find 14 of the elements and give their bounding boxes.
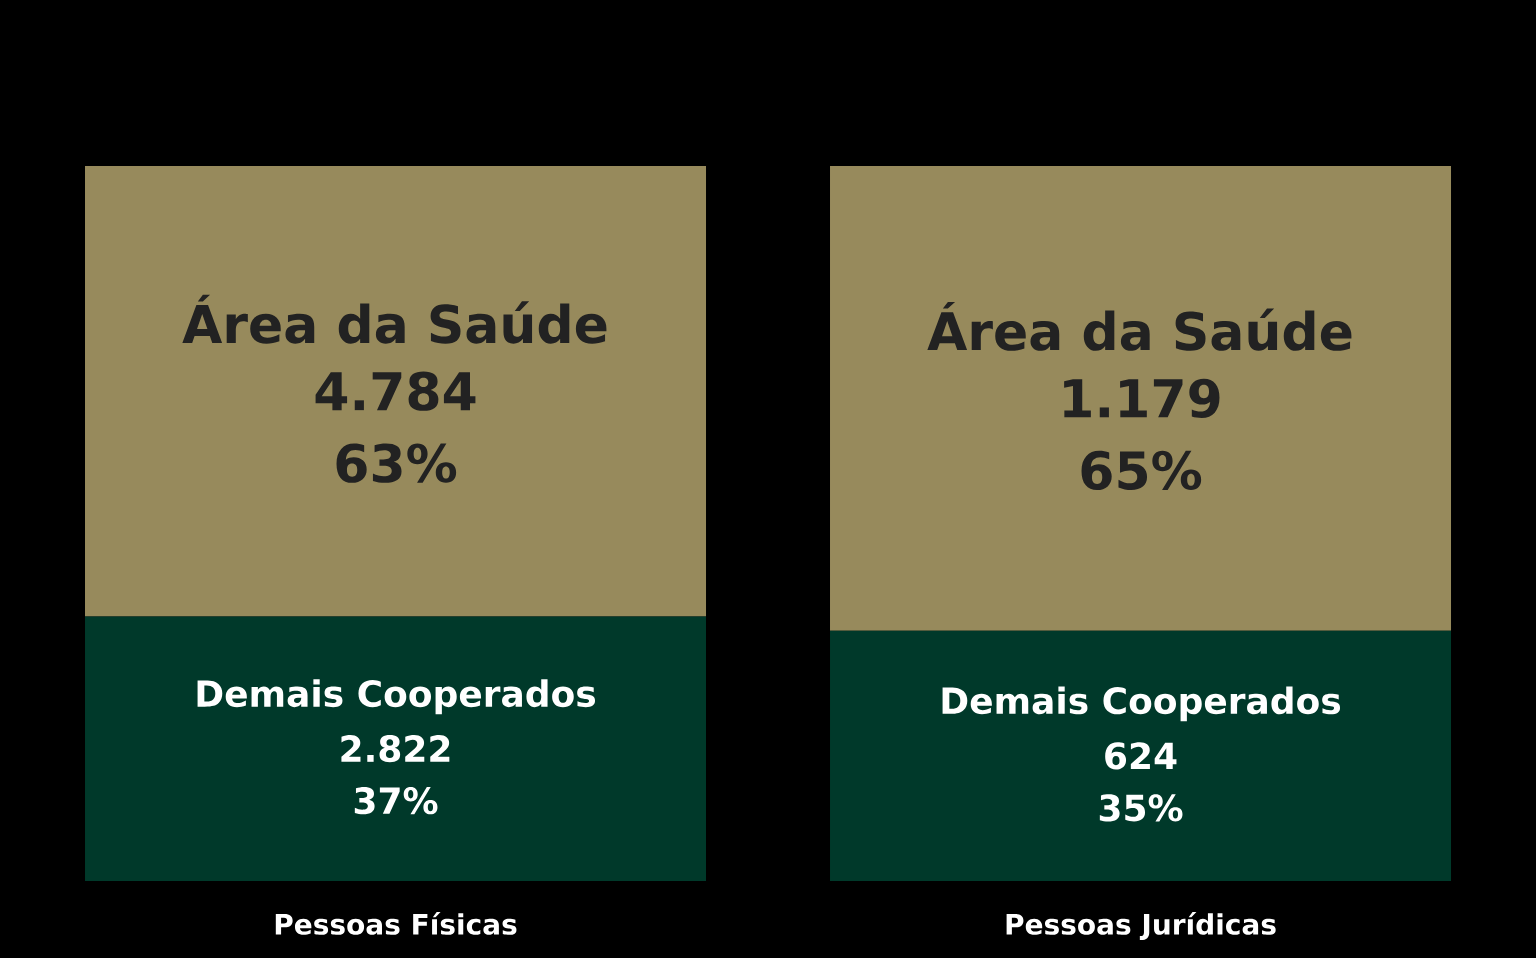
x-tick-label: Pessoas Físicas	[275, 912, 517, 935]
series-label: Área da Saúde	[182, 294, 607, 344]
annotation: 2.822	[341, 735, 450, 763]
annotation: 1.179	[1064, 378, 1220, 418]
x-tick-label: Pessoas Jurídicas	[1006, 912, 1276, 941]
annotation: 4.784	[315, 371, 476, 411]
text: Área da Saúde	[927, 301, 1352, 351]
series-label: Demais Cooperados	[942, 686, 1341, 722]
annotation: 624	[1105, 742, 1177, 770]
data-label: 37%	[354, 787, 438, 815]
text: Demais Cooperados	[197, 679, 596, 715]
data-label: 63%	[336, 443, 457, 483]
data-label: 35%	[1099, 794, 1183, 822]
data-label: 65%	[1081, 450, 1202, 491]
